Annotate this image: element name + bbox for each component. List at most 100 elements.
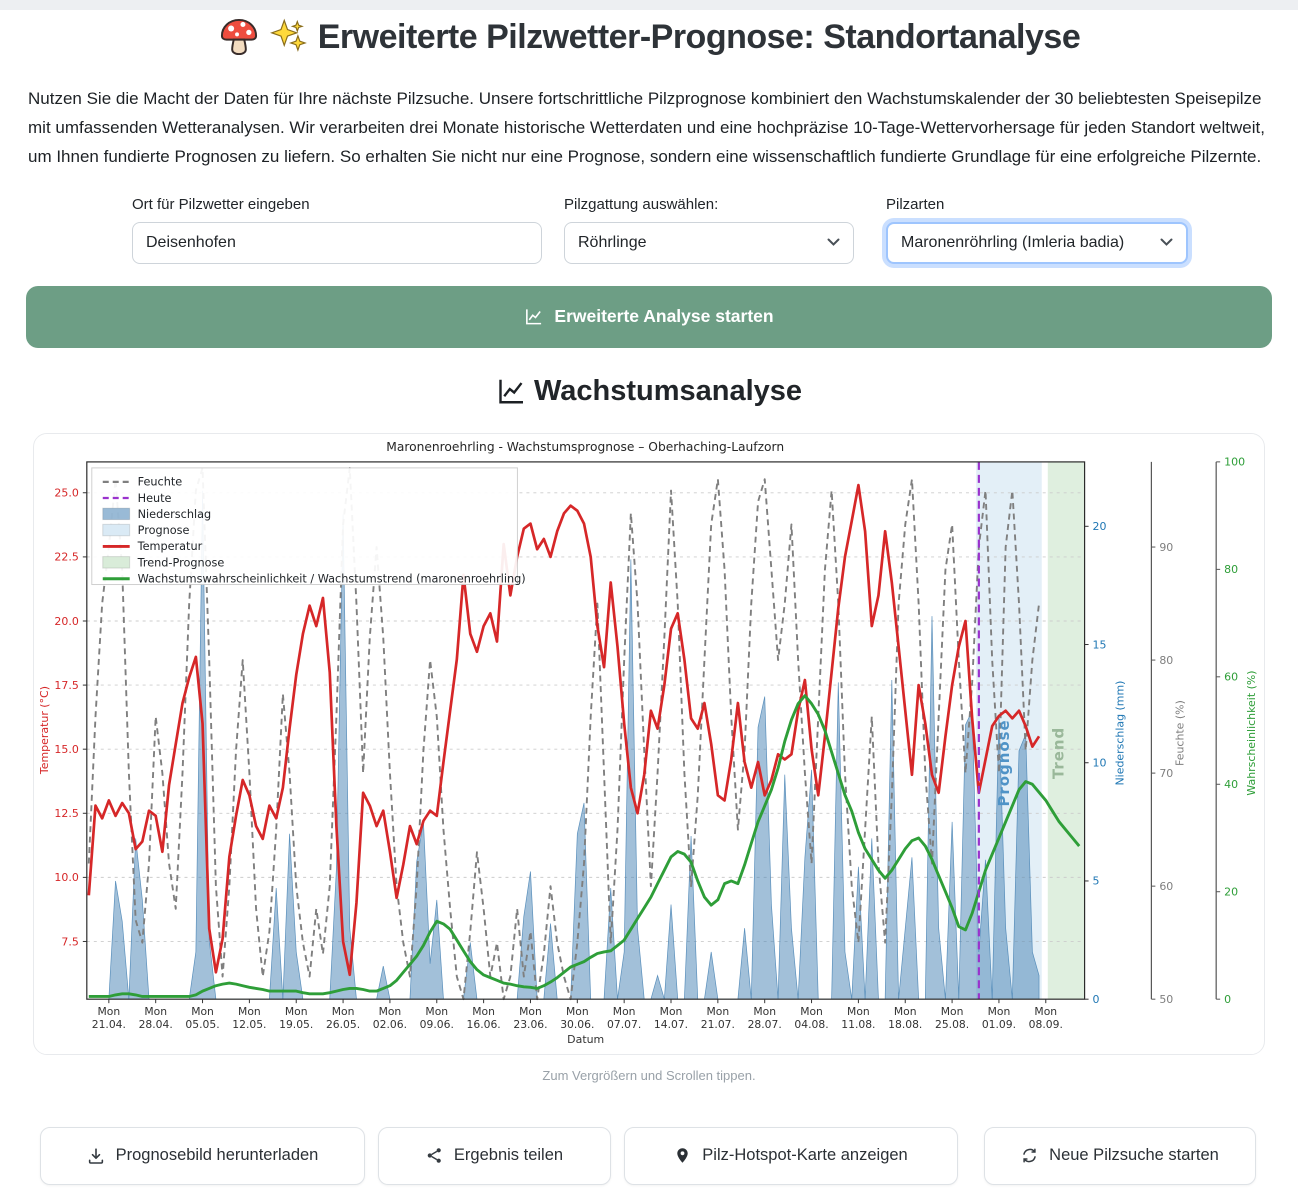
section-title: Wachstumsanalyse: [0, 375, 1298, 408]
svg-text:Niederschlag: Niederschlag: [138, 508, 211, 521]
genus-select-value: Röhrlinge: [578, 233, 647, 251]
intro-paragraph: Nutzen Sie die Macht der Daten für Ihre …: [28, 89, 1265, 167]
chevron-down-icon: [827, 238, 840, 247]
svg-text:15.0: 15.0: [54, 743, 78, 756]
page-title: Erweiterte Pilzwetter-Prognose: Standort…: [0, 16, 1298, 58]
svg-text:04.08.: 04.08.: [794, 1018, 828, 1031]
svg-text:02.06.: 02.06.: [373, 1018, 407, 1031]
svg-text:50: 50: [1159, 993, 1173, 1006]
trend-region-label: Trend: [1050, 726, 1068, 778]
svg-text:Mon: Mon: [1034, 1005, 1057, 1018]
forecast-region-label: Prognose: [995, 719, 1013, 806]
hotspot-map-label: Pilz-Hotspot-Karte anzeigen: [702, 1146, 908, 1165]
svg-text:Mon: Mon: [144, 1005, 167, 1018]
svg-text:28.04.: 28.04.: [139, 1018, 173, 1031]
new-search-label: Neue Pilzsuche starten: [1049, 1146, 1219, 1165]
species-label: Pilzarten: [886, 195, 945, 213]
share-result-label: Ergebnis teilen: [453, 1146, 564, 1165]
location-input[interactable]: [132, 221, 542, 264]
svg-text:Heute: Heute: [138, 491, 172, 504]
svg-text:Prognose: Prognose: [138, 524, 190, 537]
svg-text:Temperatur (°C): Temperatur (°C): [38, 686, 51, 775]
humidity-line: [87, 466, 1040, 1000]
precipitation-axis: 0 5 10 15 20 Niederschlag (mm): [1084, 520, 1126, 1006]
new-search-button[interactable]: Neue Pilzsuche starten: [984, 1126, 1256, 1185]
svg-text:Mon: Mon: [472, 1005, 495, 1018]
svg-text:Wahrscheinlichkeit (%): Wahrscheinlichkeit (%): [1245, 670, 1258, 795]
svg-text:19.05.: 19.05.: [279, 1018, 313, 1031]
svg-text:Mon: Mon: [988, 1005, 1011, 1018]
svg-text:Mon: Mon: [425, 1005, 448, 1018]
svg-text:26.05.: 26.05.: [326, 1018, 360, 1031]
svg-text:20: 20: [1224, 885, 1238, 898]
svg-text:100: 100: [1224, 455, 1245, 468]
search-form: Ort für Pilzwetter eingeben Pilzgattung …: [132, 196, 1298, 264]
svg-text:70: 70: [1159, 767, 1173, 780]
svg-text:Mon: Mon: [285, 1005, 308, 1018]
svg-text:08.09.: 08.09.: [1029, 1018, 1063, 1031]
species-select[interactable]: Maronenröhrling (Imleria badia): [886, 221, 1188, 264]
sparkles-icon: [269, 18, 307, 52]
section-title-text: Wachstumsanalyse: [533, 374, 803, 407]
svg-text:Feuchte: Feuchte: [138, 475, 183, 488]
svg-text:Wachstumswahrscheinlichkeit /: Wachstumswahrscheinlichkeit / Wachstumst…: [138, 572, 526, 585]
svg-text:28.07.: 28.07.: [748, 1018, 782, 1031]
plot-border: [86, 461, 1086, 1000]
svg-text:20: 20: [1093, 520, 1107, 533]
location-field-group: Ort für Pilzwetter eingeben: [132, 196, 542, 264]
start-analysis-button[interactable]: Erweiterte Analyse starten: [26, 285, 1272, 348]
svg-text:25.08.: 25.08.: [935, 1018, 969, 1031]
svg-text:12.05.: 12.05.: [232, 1018, 266, 1031]
line-chart-icon: [526, 309, 542, 325]
svg-text:Mon: Mon: [566, 1005, 589, 1018]
species-field-group: Pilzarten Maronenröhrling (Imleria badia…: [886, 196, 1188, 264]
svg-text:Mon: Mon: [941, 1005, 964, 1018]
genus-field-group: Pilzgattung auswählen: Röhrlinge: [564, 196, 854, 264]
svg-text:09.06.: 09.06.: [420, 1018, 454, 1031]
svg-text:21.07.: 21.07.: [701, 1018, 735, 1031]
svg-text:0: 0: [1224, 993, 1231, 1006]
refresh-icon: [1023, 1148, 1036, 1163]
svg-text:23.06.: 23.06.: [513, 1018, 547, 1031]
svg-text:Datum: Datum: [567, 1033, 604, 1046]
page-title-text: Erweiterte Pilzwetter-Prognose: Standort…: [317, 17, 1081, 56]
genus-select[interactable]: Röhrlinge: [564, 221, 854, 264]
svg-text:20.0: 20.0: [54, 614, 78, 627]
page-top-strip: [0, 0, 1298, 10]
svg-text:11.08.: 11.08.: [841, 1018, 875, 1031]
svg-text:80: 80: [1159, 654, 1173, 667]
genus-label: Pilzgattung auswählen:: [564, 195, 719, 213]
growth-forecast-chart[interactable]: Prognose Trend Maronenroehrling - Wachstum…: [33, 432, 1265, 1055]
svg-text:10.0: 10.0: [54, 871, 78, 884]
chart-title: Maronenroehrling - Wachstumsprognose – O…: [386, 440, 784, 454]
share-result-button[interactable]: Ergebnis teilen: [378, 1126, 611, 1185]
svg-text:Mon: Mon: [800, 1005, 823, 1018]
svg-text:5: 5: [1093, 874, 1100, 887]
humidity-axis: 50 60 70 80 90 Feuchte (%): [1150, 461, 1186, 1006]
chart-legend: Feuchte Heute Niederschlag Prognose Temperat…: [91, 467, 526, 585]
map-pin-icon: [677, 1148, 688, 1164]
svg-text:Mon: Mon: [847, 1005, 870, 1018]
svg-text:01.09.: 01.09.: [982, 1018, 1016, 1031]
svg-text:Mon: Mon: [332, 1005, 355, 1018]
temperature-line: [87, 483, 1041, 976]
svg-text:Mon: Mon: [707, 1005, 730, 1018]
svg-text:7.5: 7.5: [61, 935, 78, 948]
svg-text:Mon: Mon: [613, 1005, 636, 1018]
hotspot-map-button[interactable]: Pilz-Hotspot-Karte anzeigen: [624, 1126, 958, 1185]
svg-text:21.04.: 21.04.: [92, 1018, 126, 1031]
svg-text:17.5: 17.5: [54, 679, 78, 692]
action-buttons-row: Prognosebild herunterladen Ergebnis teil…: [40, 1126, 1298, 1185]
svg-text:18.08.: 18.08.: [888, 1018, 922, 1031]
svg-text:12.5: 12.5: [54, 807, 78, 820]
temperature-axis: 7.5 10.0 12.5 15.0 17.5 20.0 22.5 25.0 Temperatu…: [38, 486, 87, 948]
svg-text:0: 0: [1093, 993, 1100, 1006]
svg-text:30.06.: 30.06.: [560, 1018, 594, 1031]
svg-text:Mon: Mon: [660, 1005, 683, 1018]
download-forecast-button[interactable]: Prognosebild herunterladen: [40, 1126, 365, 1185]
trend-region: [1047, 461, 1085, 999]
line-chart-icon: [499, 379, 523, 404]
svg-text:16.06.: 16.06.: [467, 1018, 501, 1031]
svg-text:90: 90: [1159, 541, 1173, 554]
svg-text:Mon: Mon: [191, 1005, 214, 1018]
